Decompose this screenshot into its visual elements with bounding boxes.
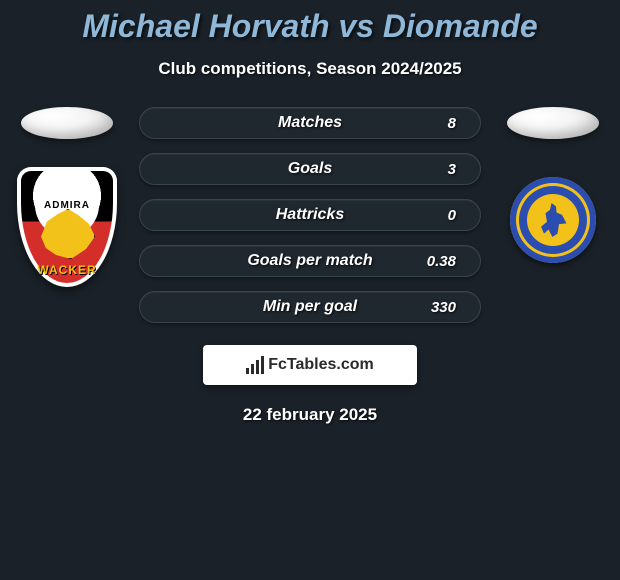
date-text: 22 february 2025 xyxy=(0,405,620,425)
crest-top-text: ADMIRA xyxy=(44,200,90,211)
left-player-silhouette xyxy=(21,107,113,139)
stat-row: Matches8 xyxy=(139,107,481,139)
stat-right-value: 330 xyxy=(422,299,456,316)
right-player-silhouette xyxy=(507,107,599,139)
page-title: Michael Horvath vs Diomande xyxy=(0,8,620,45)
stat-row: Goals3 xyxy=(139,153,481,185)
stats-column: Matches8 Goals3 Hattricks0 Goals per match0… xyxy=(139,107,481,323)
crest-bottom-text: WACKER xyxy=(17,263,117,277)
comparison-card: Michael Horvath vs Diomande Club competi… xyxy=(0,0,620,425)
main-layout: ADMIRA WACKER Matches8 Goals3 Hattricks0 Go… xyxy=(0,107,620,323)
stat-row: Goals per match0.38 xyxy=(139,245,481,277)
stat-right-value: 0.38 xyxy=(422,253,456,270)
left-club-crest: ADMIRA WACKER xyxy=(17,167,117,287)
stat-right-value: 3 xyxy=(422,161,456,178)
right-club-crest xyxy=(503,167,603,287)
player-icon xyxy=(538,203,568,237)
right-side xyxy=(503,107,603,287)
branding-badge[interactable]: FcTables.com xyxy=(203,345,417,385)
left-side: ADMIRA WACKER xyxy=(17,107,117,287)
subtitle: Club competitions, Season 2024/2025 xyxy=(0,59,620,79)
crest-inner-circle xyxy=(527,194,579,246)
chart-icon xyxy=(246,356,264,374)
crest-ring xyxy=(510,177,596,263)
stat-row: Hattricks0 xyxy=(139,199,481,231)
branding-text: FcTables.com xyxy=(268,356,374,374)
stat-right-value: 8 xyxy=(422,115,456,132)
stat-row: Min per goal330 xyxy=(139,291,481,323)
stat-right-value: 0 xyxy=(422,207,456,224)
